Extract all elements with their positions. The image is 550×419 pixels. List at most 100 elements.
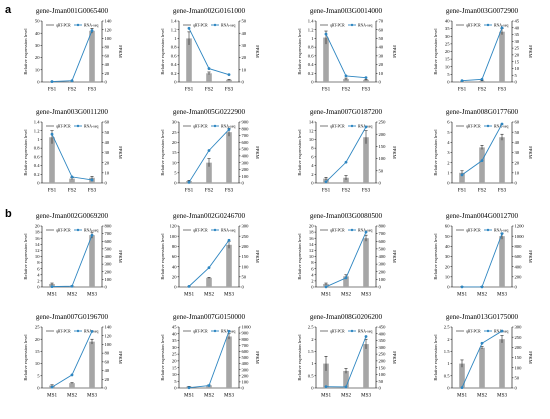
- y2-tick-label: 100: [379, 156, 387, 161]
- qrt-pcr-bar: [206, 73, 212, 82]
- y-tick-label: 4: [447, 140, 450, 145]
- chart-title: gene-Jman002G0161000: [173, 7, 246, 15]
- x-tick-label: FS1: [322, 87, 331, 93]
- y2-tick-label: 300: [379, 262, 387, 267]
- legend-label-rna-seq: RNA-seq: [84, 23, 98, 27]
- x-tick-label: MS1: [184, 292, 194, 298]
- y-tick-label: 8: [311, 260, 314, 265]
- y2-tick-label: 900: [242, 120, 250, 125]
- y-tick-label: 16: [309, 236, 314, 241]
- y2-tick-label: 100: [379, 372, 387, 377]
- legend-label-rna-seq: RNA-seq: [494, 124, 508, 128]
- y-tick-label: 1.4: [34, 120, 40, 125]
- rna-seq-line: [461, 27, 503, 82]
- y2-axis-title: FPKM: [255, 45, 260, 58]
- rna-seq-point: [344, 74, 348, 78]
- y-tick-label: 5: [174, 170, 177, 175]
- legend-label-qrt-pcr: qRT-PCR: [466, 124, 481, 128]
- y-tick-label: 4: [311, 163, 314, 168]
- y2-tick-label: 20: [379, 62, 384, 67]
- qrt-pcr-bar: [343, 276, 349, 287]
- y2-tick-label: 350: [379, 338, 387, 343]
- rna-seq-point: [324, 32, 328, 36]
- y-tick-label: 0.4: [171, 62, 177, 67]
- y-tick-label: 0.2: [308, 71, 314, 76]
- y-tick-label: 2: [447, 160, 450, 165]
- chart-title: gene-Jman002G0069200: [36, 212, 109, 220]
- y-tick-label: 8: [311, 146, 314, 151]
- rna-seq-point: [50, 385, 54, 389]
- chart-title: gene-Jman001G0065400: [36, 7, 109, 15]
- rna-seq-point: [480, 341, 484, 345]
- y2-axis-title: FPKM: [118, 351, 123, 364]
- x-tick-label: MS3: [87, 393, 97, 399]
- x-tick-label: FS1: [48, 188, 57, 194]
- legend-label-qrt-pcr: qRT-PCR: [330, 228, 345, 232]
- chart-panel: gene-Jman001G0065400 qRT-PCR RNA-seq 0 10 20 3…: [23, 7, 123, 93]
- x-tick-label: MS3: [361, 393, 371, 399]
- y2-tick-label: 50: [242, 19, 247, 24]
- x-tick-label: FS3: [88, 87, 97, 93]
- y2-tick-label: 0: [105, 80, 108, 85]
- y2-tick-label: 0: [379, 386, 382, 391]
- y2-tick-label: 100: [105, 342, 113, 347]
- y-tick-label: 0: [37, 181, 40, 186]
- y-tick-label: 5: [174, 379, 177, 384]
- y-tick-label: 0: [311, 386, 314, 391]
- y-tick-label: 50: [445, 234, 450, 239]
- y-tick-label: 15: [445, 57, 450, 62]
- y-tick-label: 10: [35, 361, 40, 366]
- legend-label-qrt-pcr: qRT-PCR: [56, 23, 71, 27]
- panel-letter-b: b: [5, 208, 12, 220]
- y-axis-title: Relative expression level: [160, 129, 165, 176]
- chart-panel: gene-Jman003G0014000 qRT-PCR RNA-seq 0 0.2 0.…: [297, 7, 397, 93]
- rna-seq-point: [364, 76, 368, 80]
- rna-seq-point: [480, 285, 484, 289]
- chart-title: gene-Jman004G0012700: [446, 212, 519, 220]
- rna-seq-point: [187, 26, 191, 30]
- y2-tick-label: 900: [242, 331, 250, 336]
- y2-tick-label: 60: [379, 27, 384, 32]
- rna-seq-point: [344, 385, 348, 389]
- y-tick-label: 40: [35, 31, 40, 36]
- chart-title: gene-Jman003G0080500: [310, 212, 383, 220]
- y-tick-label: 0: [311, 285, 314, 290]
- y2-tick-label: 10: [242, 67, 247, 72]
- y-tick-label: 15: [172, 150, 177, 155]
- y2-tick-label: 100: [242, 174, 250, 179]
- y-tick-label: 1: [311, 36, 314, 41]
- rna-seq-line: [51, 134, 93, 181]
- rna-seq-point: [227, 238, 231, 242]
- y2-tick-label: 30: [379, 53, 384, 58]
- y-tick-label: 12: [309, 128, 314, 133]
- y-tick-label: 1: [447, 361, 450, 366]
- y2-axis-title: FPKM: [528, 250, 533, 263]
- y-axis-title: Relative expression level: [297, 233, 302, 280]
- y2-tick-label: 50: [515, 130, 520, 135]
- rna-seq-line: [51, 234, 93, 288]
- y-tick-label: 0: [37, 386, 40, 391]
- y-tick-label: 1.2: [171, 27, 177, 32]
- y-tick-label: 14: [309, 242, 314, 247]
- y-tick-label: 15: [35, 349, 40, 354]
- y-tick-label: 20: [35, 55, 40, 60]
- y2-tick-label: 10: [515, 66, 520, 71]
- rna-seq-point: [500, 122, 504, 126]
- y2-axis-title: FPKM: [118, 45, 123, 58]
- y2-axis-title: FPKM: [255, 250, 260, 263]
- y2-tick-label: 100: [515, 365, 523, 370]
- y2-tick-label: 15: [515, 59, 520, 64]
- qrt-pcr-bar: [363, 79, 369, 82]
- y-tick-label: 2.5: [308, 325, 314, 330]
- qrt-pcr-bar: [499, 137, 505, 183]
- y2-tick-label: 0: [242, 181, 245, 186]
- y2-tick-label: 150: [379, 144, 387, 149]
- rna-seq-point: [500, 26, 504, 30]
- rna-seq-point: [50, 285, 54, 289]
- rna-seq-point: [460, 173, 464, 177]
- y2-tick-label: 80: [105, 45, 110, 50]
